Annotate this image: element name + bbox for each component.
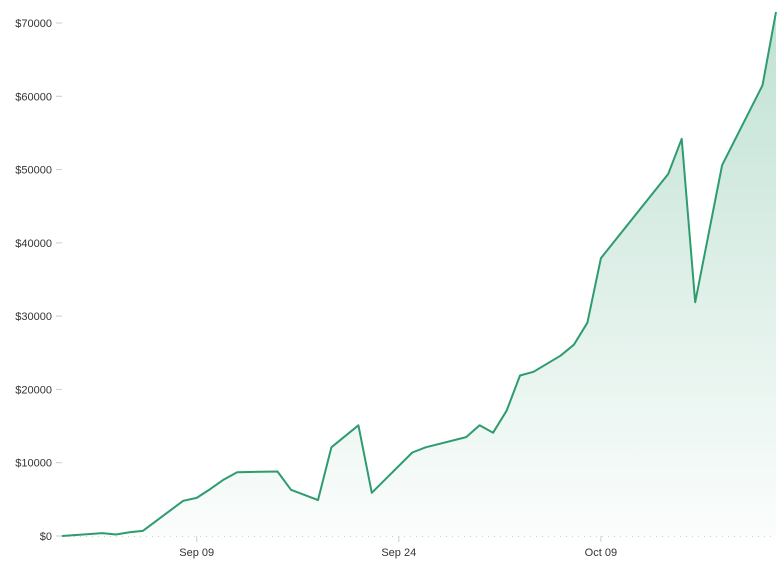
x-tick-label: Sep 24 — [381, 547, 416, 559]
series-line — [61, 11, 777, 537]
x-axis: Sep 09 Sep 24 Oct 09 — [62, 536, 776, 559]
y-axis: $0 $10000 $20000 $30000 $40000 $50000 $60000 $7… — [15, 18, 62, 543]
x-tick-label: Sep 09 — [179, 547, 214, 559]
y-tick-label: $40000 — [15, 238, 52, 250]
y-tick-label: $70000 — [15, 18, 52, 30]
y-tick-label: $10000 — [15, 458, 52, 470]
series-area-fill — [62, 12, 776, 536]
y-tick-label: $50000 — [15, 165, 52, 177]
y-tick-label: $20000 — [15, 384, 52, 396]
y-tick-label: $30000 — [15, 311, 52, 323]
y-tick-label: $0 — [40, 531, 52, 543]
x-tick-label: Oct 09 — [585, 547, 617, 559]
y-tick-label: $60000 — [15, 91, 52, 103]
